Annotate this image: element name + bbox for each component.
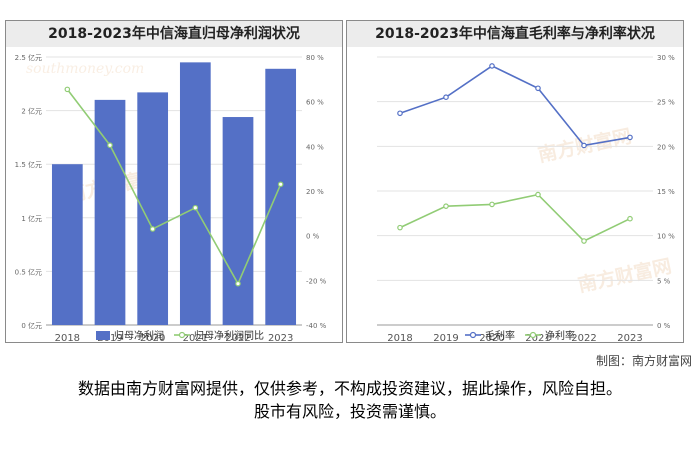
y-left-tick-label: 1 亿元 bbox=[21, 214, 42, 223]
y-right-tick-label: 20 % bbox=[657, 143, 675, 151]
point-yoy bbox=[64, 86, 71, 93]
x-tick-label: 2020 bbox=[479, 333, 504, 343]
point-gross-margin bbox=[627, 134, 633, 141]
point-yoy bbox=[192, 204, 199, 211]
net-profit-chart: 0 亿元 0.5 亿元 1 亿元 1.5 亿元 2 亿元 2.5 亿元 -40 % -20 %… bbox=[15, 53, 327, 343]
x-tick-label: 2019 bbox=[433, 333, 458, 343]
point-net-margin bbox=[397, 224, 403, 231]
point-net-margin bbox=[443, 203, 449, 209]
y-left-tick-label: 2 亿元 bbox=[21, 107, 42, 116]
series-line-net-margin bbox=[399, 193, 631, 242]
right-chart-panel: 2018-2023年中信海直毛利率与净利率状况 南方财富网 南方财富网 0 % 5… bbox=[346, 20, 684, 343]
legend-label: 归母净利润 bbox=[114, 329, 164, 342]
x-tick-label: 2018 bbox=[387, 333, 412, 343]
x-tick-label: 2023 bbox=[617, 333, 642, 343]
legend-swatch-marker bbox=[469, 331, 477, 339]
margin-chart: 0 % 5 % 10 % 15 % 20 % 25 % 30 % 2018 2019 2020 20… bbox=[377, 54, 675, 343]
bar-net-profit bbox=[94, 99, 126, 325]
left-chart-panel: 2018-2023年中信海直归母净利润状况 南方财富网 southmoney.c… bbox=[5, 20, 343, 343]
point-net-margin bbox=[489, 201, 495, 208]
legend-label: 归母净利润同比 bbox=[194, 329, 264, 342]
disclaimer-line-1: 数据由南方财富网提供，仅供参考，不构成投资建议，据此操作，风险自担。 bbox=[77, 379, 622, 398]
legend-label: 净利率 bbox=[545, 329, 575, 342]
y-left-tick-label: 1.5 亿元 bbox=[15, 160, 42, 169]
y-right-tick-label: 20 % bbox=[306, 188, 324, 196]
legend-label: 毛利率 bbox=[485, 329, 515, 342]
y-left-tick-label: 0 亿元 bbox=[21, 321, 42, 330]
point-net-margin bbox=[627, 215, 633, 222]
bar-net-profit bbox=[222, 117, 254, 325]
point-net-margin bbox=[581, 238, 587, 244]
series-line-gross-margin bbox=[399, 65, 631, 147]
y-left-tick-label: 2.5 亿元 bbox=[15, 53, 42, 62]
x-tick-label: 2022 bbox=[571, 333, 596, 343]
chart-title: 2018-2023年中信海直毛利率与净利率状况 bbox=[347, 21, 683, 47]
x-tick-label: 2023 bbox=[268, 333, 293, 343]
y-right-tick-label: 0 % bbox=[306, 233, 320, 241]
point-gross-margin bbox=[397, 110, 403, 117]
bar-net-profit bbox=[179, 62, 211, 326]
y-right-tick-label: 30 % bbox=[657, 54, 675, 62]
x-tick-label: 2018 bbox=[55, 333, 80, 343]
series-line-yoy bbox=[66, 88, 282, 286]
point-yoy bbox=[277, 181, 284, 188]
chart-title: 2018-2023年中信海直归母净利润状况 bbox=[6, 21, 342, 47]
y-left-tick-label: 0.5 亿元 bbox=[15, 267, 42, 276]
point-gross-margin bbox=[535, 85, 541, 92]
y-right-tick-label: 5 % bbox=[657, 277, 671, 285]
y-right-tick-label: -20 % bbox=[306, 277, 327, 285]
chart-credit: 制图：南方财富网 bbox=[595, 354, 692, 368]
y-right-tick-label: 15 % bbox=[657, 188, 675, 196]
y-right-tick-label: 10 % bbox=[657, 233, 675, 241]
point-yoy bbox=[149, 226, 156, 232]
point-yoy bbox=[235, 280, 241, 287]
point-net-margin bbox=[535, 191, 541, 198]
point-gross-margin bbox=[443, 94, 449, 101]
x-tick-label: 2021 bbox=[183, 333, 208, 343]
y-right-tick-label: 60 % bbox=[306, 99, 324, 107]
bar-net-profit bbox=[51, 164, 83, 325]
bar-net-profit bbox=[265, 68, 297, 326]
legend-swatch-marker bbox=[529, 331, 537, 339]
legend-swatch-marker bbox=[178, 331, 186, 339]
legend-swatch-bar bbox=[96, 331, 110, 340]
y-right-tick-label: -40 % bbox=[306, 322, 327, 330]
y-right-tick-label: 40 % bbox=[306, 143, 324, 151]
point-gross-margin bbox=[489, 63, 495, 69]
x-tick-label: 2021 bbox=[525, 333, 550, 343]
x-tick-label: 2020 bbox=[140, 333, 165, 343]
point-yoy bbox=[107, 142, 113, 149]
y-right-tick-label: 0 % bbox=[657, 322, 671, 330]
y-right-tick-label: 80 % bbox=[306, 54, 324, 62]
x-tick-label: 2022 bbox=[225, 333, 250, 343]
disclaimer-line-2: 股市有风险，投资需谨慎。 bbox=[253, 402, 446, 421]
y-right-tick-label: 25 % bbox=[657, 99, 675, 107]
point-gross-margin bbox=[581, 142, 587, 149]
